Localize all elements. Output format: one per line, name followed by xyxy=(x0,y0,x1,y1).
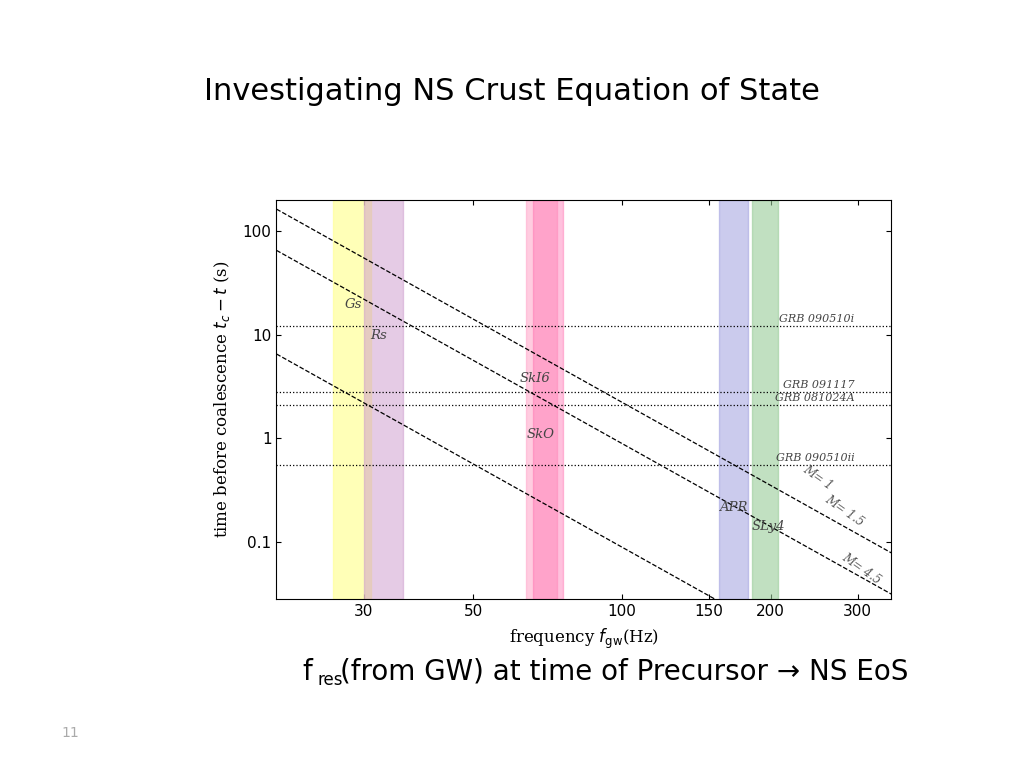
Text: M= 1.5: M= 1.5 xyxy=(823,492,866,528)
Text: Rs: Rs xyxy=(371,329,387,343)
Text: GRB 090510ii: GRB 090510ii xyxy=(775,453,854,463)
Text: (from GW) at time of Precursor → NS EoS: (from GW) at time of Precursor → NS EoS xyxy=(340,657,908,686)
X-axis label: frequency $f_{\rm gw}$(Hz): frequency $f_{\rm gw}$(Hz) xyxy=(509,627,658,651)
Bar xyxy=(719,200,749,599)
Text: M= 1: M= 1 xyxy=(801,462,836,492)
Text: SLy4: SLy4 xyxy=(752,520,785,533)
Bar xyxy=(333,200,371,599)
Text: 11: 11 xyxy=(61,727,79,740)
Text: GRB 090510i: GRB 090510i xyxy=(779,314,854,324)
Bar xyxy=(364,200,402,599)
Text: SkO: SkO xyxy=(526,428,554,441)
Bar xyxy=(526,200,557,599)
Text: SkI6: SkI6 xyxy=(519,372,550,385)
Bar xyxy=(532,200,563,599)
Text: M= 4.5: M= 4.5 xyxy=(839,551,883,587)
Bar xyxy=(752,200,778,599)
Text: Gs: Gs xyxy=(345,298,362,311)
Text: Investigating NS Crust Equation of State: Investigating NS Crust Equation of State xyxy=(204,77,820,106)
Text: GRB 091117: GRB 091117 xyxy=(782,379,854,389)
Y-axis label: time before coalescence $t_c - t$ (s): time before coalescence $t_c - t$ (s) xyxy=(212,260,231,538)
Text: APR: APR xyxy=(719,501,748,514)
Text: GRB 081024A: GRB 081024A xyxy=(774,392,854,402)
Text: f: f xyxy=(302,657,312,686)
Text: res: res xyxy=(317,671,343,689)
